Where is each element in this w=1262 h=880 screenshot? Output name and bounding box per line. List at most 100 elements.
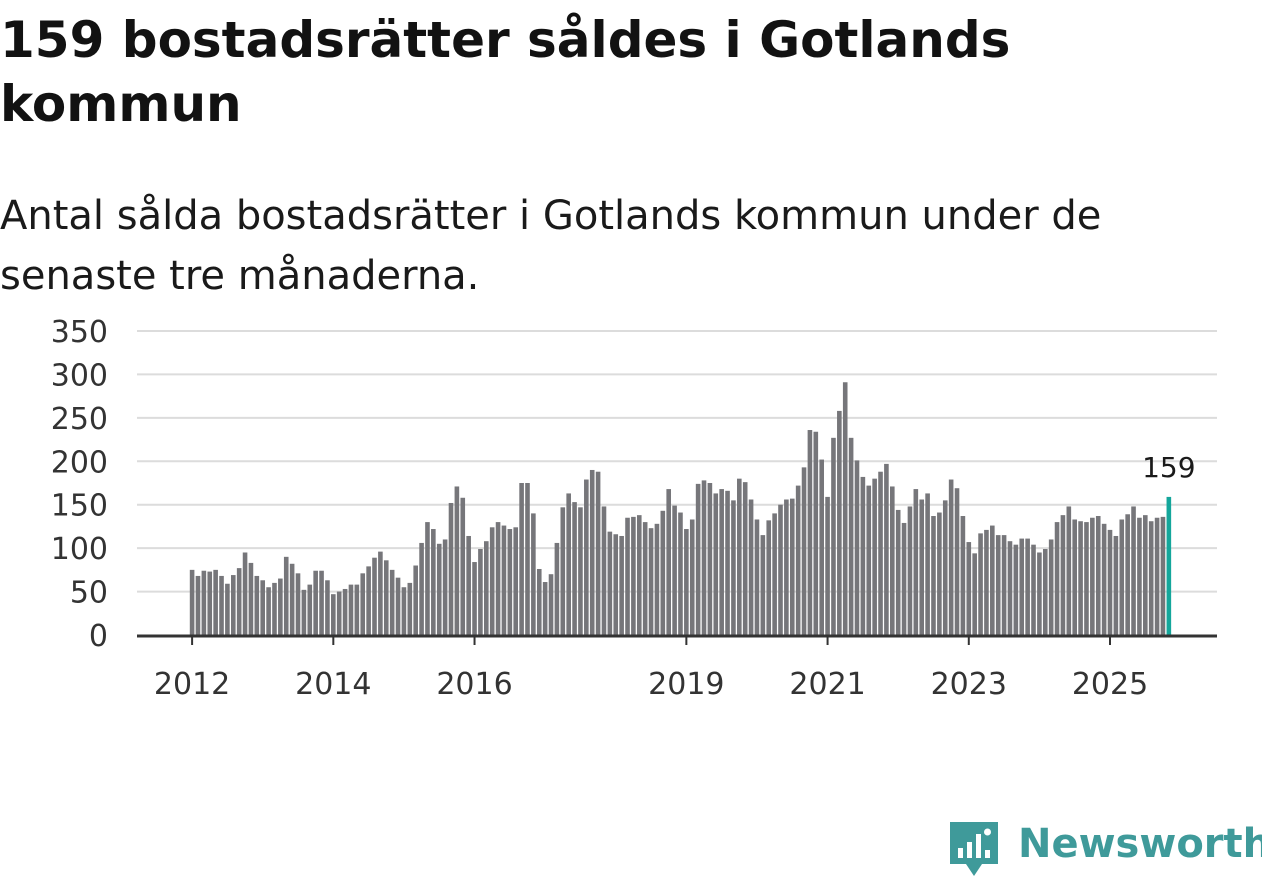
bar [366,566,371,635]
bar [372,557,377,635]
y-tick-label: 200 [51,445,108,480]
bar [701,480,707,635]
last-value-label: 159 [1142,451,1195,484]
bar [778,504,783,635]
bar [1007,541,1013,635]
bar [1084,522,1089,635]
bar [619,535,624,635]
bar [654,523,660,635]
bar [230,575,236,635]
bar [801,467,807,635]
bar [848,437,854,635]
bar [378,551,383,635]
bar [1054,522,1060,635]
bar [1025,538,1030,635]
bar [578,507,583,635]
bar [495,522,501,635]
bar [925,493,930,635]
bar [266,587,271,635]
x-tick-label: 2023 [931,667,1007,702]
y-tick-label: 250 [51,402,108,437]
bar [419,542,424,635]
bar [860,476,866,635]
bar [454,486,460,635]
bar [501,525,507,635]
bar [1031,544,1036,635]
bar [195,575,201,635]
bar [672,505,677,635]
bar [748,499,754,635]
bar [1013,544,1019,635]
bar-chart-logo-icon [950,822,998,876]
bar [542,582,548,635]
y-tick-label: 0 [89,619,108,654]
bar [395,577,401,635]
bar [1090,517,1095,635]
bar [348,584,354,635]
bar [289,563,295,635]
bar [1072,519,1077,635]
bar [954,488,960,635]
bar [407,582,413,635]
bar [837,410,842,635]
bar [854,460,860,635]
bar [995,535,1001,635]
bar [278,578,283,635]
y-tick-label: 50 [70,576,108,611]
bar-highlight [1166,496,1172,635]
bar [283,556,289,635]
bar [1060,515,1066,635]
bar [236,568,242,635]
bar [566,493,571,635]
bar [248,562,254,635]
bar [1042,549,1048,635]
bar [1048,539,1054,635]
bar [242,552,248,635]
bar [548,574,554,635]
bar [772,513,777,635]
bar [842,382,848,635]
bar [737,478,742,635]
bar [931,516,936,635]
bar [666,489,671,635]
bar [254,575,260,635]
bar [1143,515,1148,635]
bar [937,512,942,635]
bar [336,591,342,635]
bar [642,522,648,635]
bar [1019,538,1025,635]
bar [436,543,442,635]
bar [260,580,266,635]
bar [901,522,907,635]
bar [1160,516,1166,635]
bar [519,483,524,635]
bar [819,459,824,635]
y-axis-tick-labels: 0 50 100 150 200 250 300 350 [51,315,108,654]
x-tick-label: 2019 [648,667,724,702]
x-tick-label: 2021 [789,667,865,702]
bar [742,482,748,635]
bar [884,463,889,635]
bar [972,553,977,635]
bar [725,490,730,635]
newsworthy-logo: Newsworthy [948,816,1262,878]
bar [831,437,836,635]
bar [631,516,636,635]
bar [960,516,966,635]
bar [466,535,471,635]
brand-name: Newsworthy [1018,821,1262,867]
bar [648,528,654,635]
bar [1113,535,1119,635]
bar [625,517,630,635]
bar [990,525,995,635]
bar [660,510,666,635]
y-tick-label: 300 [51,358,108,393]
bar [754,519,760,635]
bar [448,502,454,635]
bar [301,589,307,635]
bar [895,509,901,635]
bar [825,496,830,635]
bar [678,512,683,635]
bar [1131,506,1136,635]
bar [1037,552,1042,635]
